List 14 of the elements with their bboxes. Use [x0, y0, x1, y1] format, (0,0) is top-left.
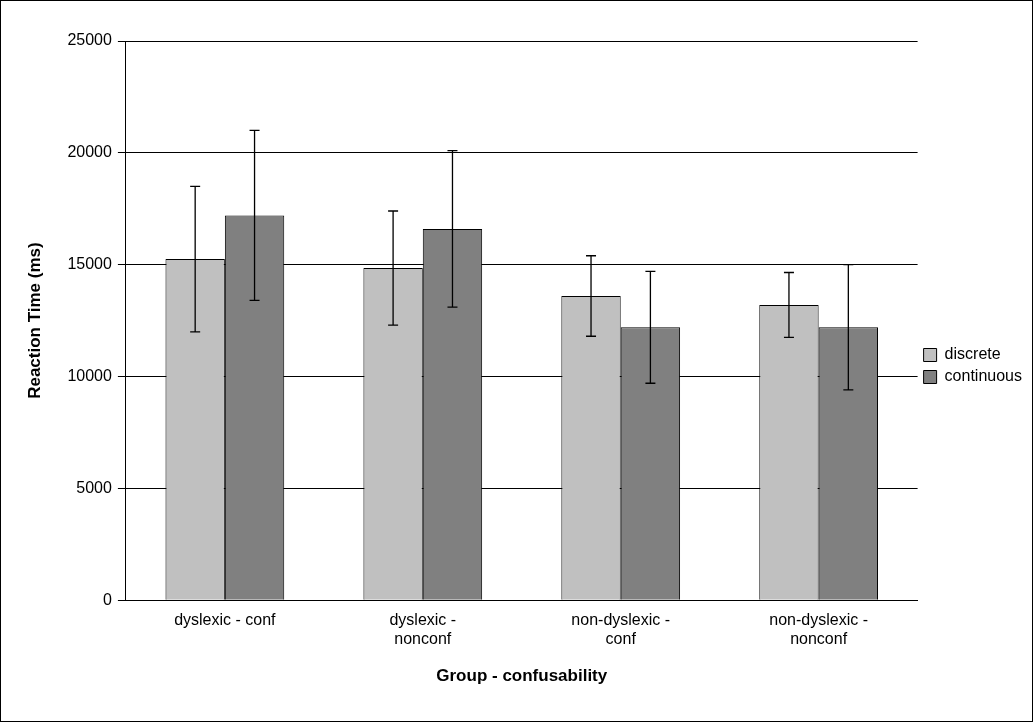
y-tick-label: 10000 — [67, 366, 112, 384]
x-tick-label: dyslexic - conf — [174, 611, 277, 629]
legend-label: discrete — [944, 345, 1001, 363]
y-tick-label: 20000 — [67, 143, 112, 161]
legend-label: continuous — [944, 367, 1022, 385]
y-tick-label: 15000 — [67, 255, 112, 273]
y-axis-title: Reaction Time (ms) — [24, 242, 44, 399]
x-tick-label: dyslexic - nonconf — [389, 611, 457, 648]
x-axis-title: Group - confusability — [436, 666, 608, 686]
x-tick-label: non-dyslexic - nonconf — [769, 611, 868, 648]
y-tick-label: 25000 — [67, 31, 112, 49]
y-tick-label: 5000 — [76, 478, 112, 496]
y-tick-label: 0 — [102, 590, 112, 608]
x-tick-label: non-dyslexic - conf — [571, 611, 671, 648]
